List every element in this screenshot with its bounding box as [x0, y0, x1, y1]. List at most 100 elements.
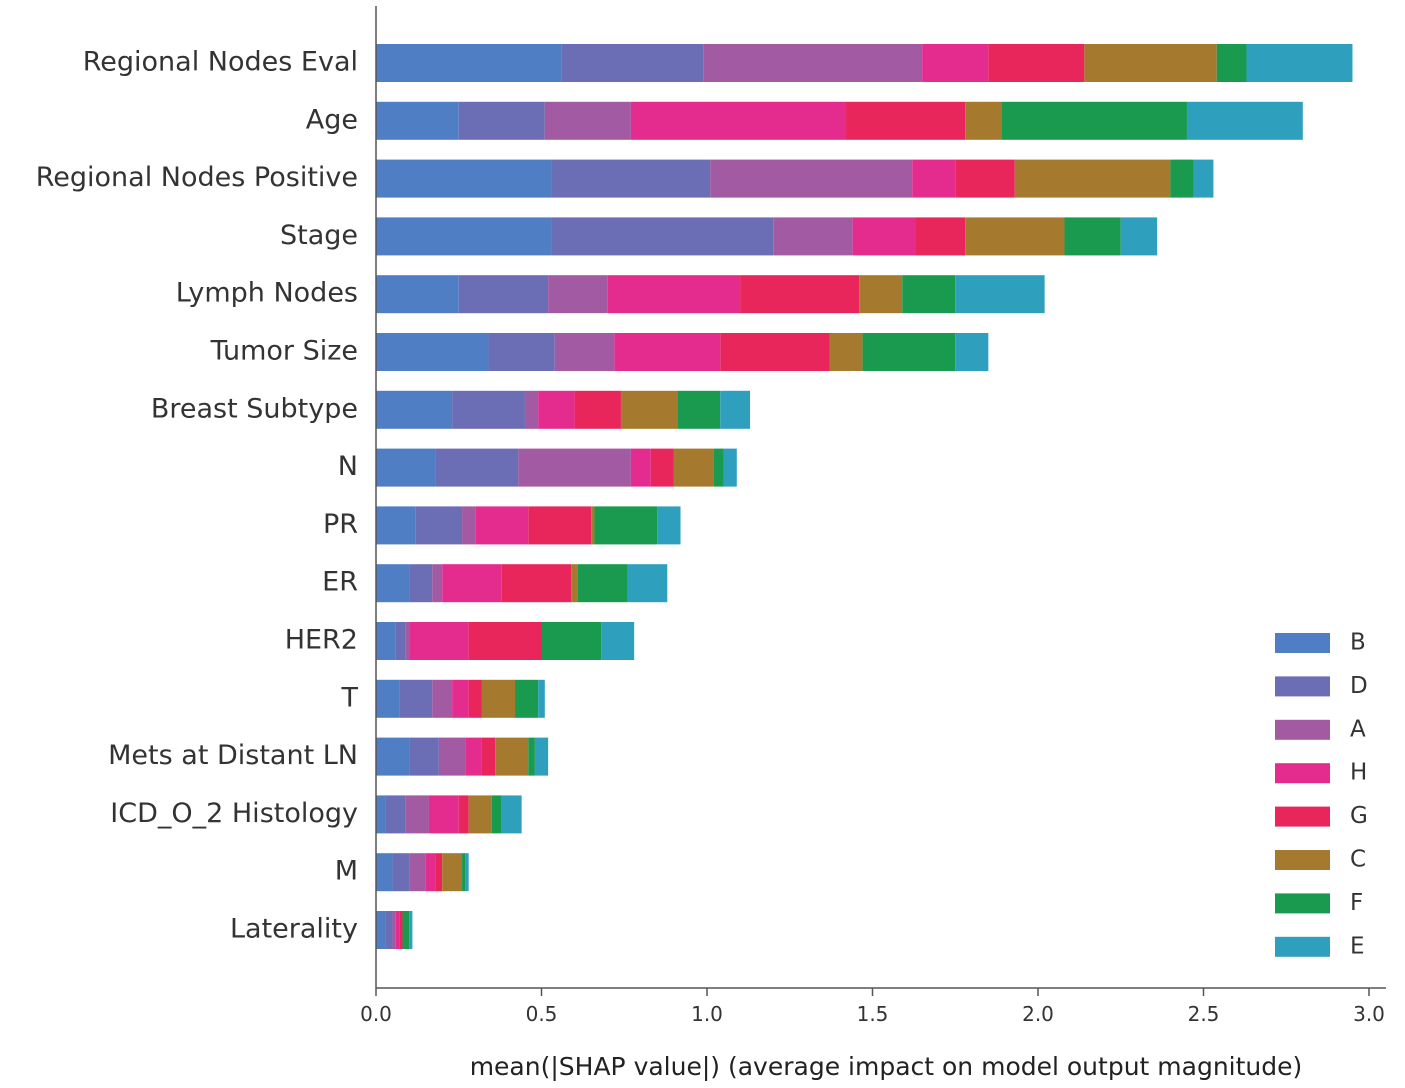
bar-segment-her2-a	[405, 622, 410, 660]
bar-segment-laterality-h	[395, 911, 400, 949]
legend-swatch-e	[1275, 936, 1330, 957]
bar-segment-tumor-size-a	[554, 333, 615, 371]
category-label-regional-nodes-eval: Regional Nodes Eval	[83, 47, 358, 78]
legend-swatch-c	[1275, 850, 1330, 870]
bar-segment-regional-nodes-eval-e	[1246, 44, 1353, 82]
category-label-n: N	[338, 451, 358, 482]
x-axis-title: mean(|SHAP value|) (average impact on mo…	[470, 1052, 1303, 1081]
bar-segment-pr-c	[591, 506, 595, 545]
bar-segment-lymph-nodes-c	[859, 275, 903, 314]
bar-segment-tumor-size-e	[955, 333, 989, 371]
bar-segment-mets-at-distant-ln-e	[534, 737, 549, 776]
bar-segment-icd-o-2-histology-g	[458, 795, 469, 834]
x-axis-ticks: 0.0 0.5 1.0 1.5 2.0 2.5 3.0	[360, 988, 1385, 1026]
bar-segment-regional-nodes-eval-b	[376, 44, 562, 82]
legend-swatch-a	[1275, 719, 1330, 740]
category-label-t: T	[341, 682, 359, 713]
x-tick-label: 2.0	[1022, 1002, 1054, 1026]
legend-label-h: H	[1350, 760, 1367, 786]
bar-segment-t-a	[432, 679, 453, 718]
bar-segment-laterality-b	[376, 911, 386, 949]
category-label-her2: HER2	[285, 625, 358, 656]
bars-layer	[376, 44, 1353, 949]
legend-label-b: B	[1350, 630, 1366, 656]
category-label-breast-subtype: Breast Subtype	[151, 393, 358, 424]
bar-segment-n-h	[630, 448, 651, 487]
bar-segment-her2-h	[409, 622, 469, 660]
x-tick-label: 3.0	[1353, 1002, 1385, 1026]
bar-segment-age-g	[846, 101, 966, 140]
x-tick-label: 1.5	[857, 1002, 889, 1026]
category-label-lymph-nodes: Lymph Nodes	[176, 278, 358, 309]
category-label-icd-o-2-histology: ICD_O_2 Histology	[110, 798, 358, 829]
category-label-age: Age	[306, 104, 358, 135]
bar-segment-er-f	[577, 564, 628, 603]
bar-segment-age-h	[630, 101, 847, 140]
bar-segment-regional-nodes-eval-c	[1084, 44, 1217, 82]
bar-segment-her2-e	[601, 622, 635, 660]
bar-segment-stage-c	[965, 217, 1065, 256]
bar-segment-tumor-size-c	[829, 333, 863, 371]
category-label-stage: Stage	[280, 220, 358, 251]
bar-segment-lymph-nodes-e	[955, 275, 1045, 314]
bar-segment-mets-at-distant-ln-d	[409, 737, 439, 776]
bar-segment-er-a	[432, 564, 443, 603]
bar-segment-age-c	[965, 101, 1002, 140]
bar-segment-stage-h	[852, 217, 916, 256]
bar-segment-regional-nodes-eval-h	[922, 44, 989, 82]
bar-segment-lymph-nodes-d	[458, 275, 549, 314]
bar-segment-regional-nodes-eval-f	[1216, 44, 1247, 82]
bar-segment-t-g	[468, 679, 482, 718]
bar-segment-icd-o-2-histology-e	[501, 795, 522, 834]
legend-swatch-b	[1275, 633, 1330, 653]
bar-segment-tumor-size-g	[720, 333, 830, 371]
bar-segment-mets-at-distant-ln-h	[465, 737, 482, 776]
legend-label-c: C	[1350, 847, 1366, 873]
bar-segment-m-e	[465, 853, 469, 892]
bar-segment-her2-d	[395, 622, 406, 660]
bar-segment-stage-d	[551, 217, 774, 256]
bar-segment-her2-f	[541, 622, 602, 660]
bar-segment-tumor-size-d	[488, 333, 555, 371]
bar-segment-regional-nodes-positive-f	[1170, 159, 1194, 198]
bar-segment-mets-at-distant-ln-b	[376, 737, 410, 776]
bar-segment-lymph-nodes-b	[376, 275, 459, 314]
x-tick-label: 2.5	[1188, 1002, 1220, 1026]
bar-segment-er-c	[571, 564, 578, 603]
bar-segment-breast-subtype-g	[574, 390, 621, 429]
bar-segment-stage-b	[376, 217, 552, 256]
bar-segment-pr-a	[462, 506, 476, 545]
bar-segment-m-d	[392, 853, 410, 892]
bar-segment-m-f	[462, 853, 466, 892]
x-tick-label: 1.0	[691, 1002, 723, 1026]
bar-segment-n-d	[435, 448, 519, 487]
legend-swatch-f	[1275, 893, 1330, 914]
bar-segment-er-h	[442, 564, 502, 603]
bar-segment-laterality-e	[409, 911, 413, 949]
bar-segment-icd-o-2-histology-a	[405, 795, 429, 834]
legend-label-a: A	[1350, 716, 1366, 742]
bar-segment-age-e	[1186, 101, 1303, 140]
bar-segment-icd-o-2-histology-f	[491, 795, 502, 834]
bar-segment-m-h	[425, 853, 436, 892]
legend-swatch-g	[1275, 806, 1330, 827]
bar-segment-breast-subtype-b	[376, 390, 453, 429]
bar-segment-m-b	[376, 853, 393, 892]
bar-segment-pr-e	[657, 506, 681, 545]
bar-segment-laterality-d	[385, 911, 393, 949]
x-tick-label: 0.5	[526, 1002, 558, 1026]
bar-segment-stage-e	[1120, 217, 1158, 256]
x-tick-label: 0.0	[360, 1002, 392, 1026]
bar-segment-tumor-size-h	[614, 333, 721, 371]
bar-segment-breast-subtype-d	[452, 390, 525, 429]
bar-segment-n-a	[518, 448, 631, 487]
bar-segment-icd-o-2-histology-b	[376, 795, 386, 834]
legend-label-d: D	[1350, 673, 1368, 699]
bar-segment-breast-subtype-h	[538, 390, 575, 429]
bar-segment-t-c	[481, 679, 516, 718]
bar-segment-breast-subtype-f	[677, 390, 721, 429]
bar-segment-n-c	[673, 448, 714, 487]
bar-segment-age-f	[1001, 101, 1187, 140]
bar-segment-pr-g	[528, 506, 592, 545]
bar-segment-regional-nodes-positive-g	[955, 159, 1015, 198]
